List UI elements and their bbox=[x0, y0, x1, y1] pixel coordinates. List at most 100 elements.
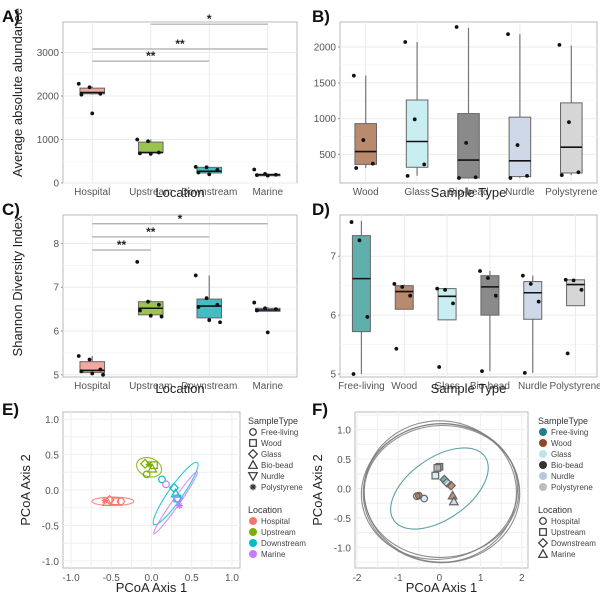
legend-label: Upstream bbox=[551, 528, 586, 537]
x-tick-label: Nurdle bbox=[518, 381, 548, 392]
y-tick-label: 1000 bbox=[314, 114, 337, 125]
data-point bbox=[215, 302, 220, 307]
data-point bbox=[448, 495, 460, 506]
data-point bbox=[111, 497, 120, 506]
data-point bbox=[207, 318, 212, 322]
box-iqr bbox=[405, 99, 429, 168]
panel-label: D) bbox=[312, 200, 330, 219]
data-point bbox=[255, 308, 259, 313]
color-swatch-icon bbox=[539, 483, 547, 491]
box-wood bbox=[351, 73, 377, 170]
y-tick-label: 3000 bbox=[37, 48, 60, 59]
data-point bbox=[528, 282, 533, 286]
data-point bbox=[576, 170, 581, 175]
data-point bbox=[405, 173, 410, 178]
box-wood bbox=[392, 282, 414, 351]
data-point bbox=[135, 259, 140, 264]
x-tick-label: Downstream bbox=[181, 187, 237, 198]
legend-item: Marine bbox=[537, 548, 576, 559]
panel-label: E) bbox=[2, 400, 19, 419]
confidence-ellipse bbox=[390, 447, 489, 530]
data-point bbox=[172, 496, 184, 507]
data-point bbox=[159, 314, 164, 319]
box-iqr bbox=[351, 235, 371, 333]
legend-label: Hospital bbox=[551, 517, 580, 526]
legend-item: Wood bbox=[539, 439, 572, 448]
data-point bbox=[193, 165, 198, 169]
data-point bbox=[351, 73, 356, 78]
data-point bbox=[101, 496, 113, 506]
x-tick-label: Glass bbox=[404, 187, 430, 198]
data-point bbox=[158, 475, 166, 484]
data-point bbox=[451, 301, 455, 306]
data-point bbox=[394, 346, 399, 351]
data-point bbox=[204, 165, 209, 170]
panel-label: A) bbox=[2, 7, 20, 26]
significance-label: * bbox=[207, 12, 212, 26]
box-iqr bbox=[354, 123, 377, 165]
data-point bbox=[196, 305, 201, 309]
x-tick-label: Downstream bbox=[181, 381, 237, 392]
box-iqr bbox=[508, 116, 532, 178]
data-point bbox=[445, 480, 457, 491]
data-point bbox=[522, 370, 527, 375]
y-tick-label: 2000 bbox=[37, 91, 60, 102]
data-point bbox=[146, 463, 158, 473]
asterisk-icon bbox=[249, 483, 257, 491]
y-tick-label: 2000 bbox=[314, 43, 337, 54]
y-tick-label: 1500 bbox=[314, 78, 337, 89]
data-point bbox=[486, 276, 490, 280]
x-axis-title: Sample Type bbox=[431, 185, 507, 200]
significance-label: ** bbox=[146, 225, 156, 239]
x-tick-label: 1 bbox=[478, 573, 484, 584]
y-tick-label: -1.0 bbox=[42, 557, 60, 568]
y-tick-label: 7 bbox=[53, 283, 59, 294]
legend-label: Hospital bbox=[261, 517, 290, 526]
data-point bbox=[480, 369, 484, 374]
legend-item: Nurdle bbox=[247, 472, 285, 482]
data-point bbox=[215, 168, 220, 172]
x-tick-label: Hospital bbox=[74, 187, 110, 198]
data-point bbox=[506, 32, 510, 37]
panel-a: A) 0 1000 2000 3000 Hospital Upstream Downstrea… bbox=[2, 7, 298, 200]
data-point bbox=[443, 287, 448, 292]
y-tick-label: 0 bbox=[53, 179, 59, 190]
plot-frame bbox=[339, 214, 598, 378]
color-swatch-icon bbox=[249, 528, 257, 536]
color-swatch-icon bbox=[539, 439, 547, 447]
color-swatch-icon bbox=[539, 461, 547, 469]
box-polystyrene bbox=[557, 42, 583, 178]
box-polystyrene bbox=[563, 277, 586, 356]
panel-label: B) bbox=[312, 7, 330, 26]
data-point bbox=[422, 162, 427, 167]
data-point bbox=[252, 167, 257, 172]
data-point bbox=[90, 111, 95, 116]
legend-item: Glass bbox=[247, 448, 281, 460]
panel-c: C) 5 6 7 8 Hospital Upstream Downstream Marine Lo… bbox=[2, 200, 298, 396]
x-tick-label: Upstream bbox=[129, 187, 172, 198]
x-tick-label: Nurdle bbox=[505, 187, 535, 198]
legend-label: Upstream bbox=[261, 528, 296, 537]
data-point bbox=[365, 315, 370, 319]
y-axis-title: Shannon Diversity Index bbox=[10, 215, 25, 356]
panel-d: D) 5 6 7 Free-living Wood Glass Bio-bead Nurdle P… bbox=[312, 200, 600, 396]
data-point bbox=[508, 176, 513, 180]
data-point bbox=[441, 477, 452, 488]
diamond-icon bbox=[247, 448, 259, 460]
data-point bbox=[146, 299, 150, 304]
box-iqr bbox=[79, 87, 106, 95]
x-tick-label: Hospital bbox=[74, 381, 110, 392]
data-point bbox=[173, 494, 182, 503]
legend-label: Polystyrene bbox=[261, 483, 303, 492]
data-point bbox=[420, 494, 429, 503]
y-axis-title: PCoA Axis 2 bbox=[310, 454, 325, 526]
panel-e: E) -1.0 -0.5 0.0 0.5 1.0 -1.0 -0.5 0.0 0.5 1.0 PCoA… bbox=[2, 400, 306, 595]
data-point bbox=[536, 299, 541, 304]
y-tick-label: 1.0 bbox=[337, 426, 351, 437]
legend-label: Marine bbox=[261, 550, 286, 559]
data-point bbox=[263, 306, 267, 311]
data-point bbox=[196, 170, 201, 175]
significance-label: * bbox=[178, 212, 183, 226]
square-icon bbox=[539, 528, 547, 536]
y-tick-label: 7 bbox=[330, 252, 336, 263]
